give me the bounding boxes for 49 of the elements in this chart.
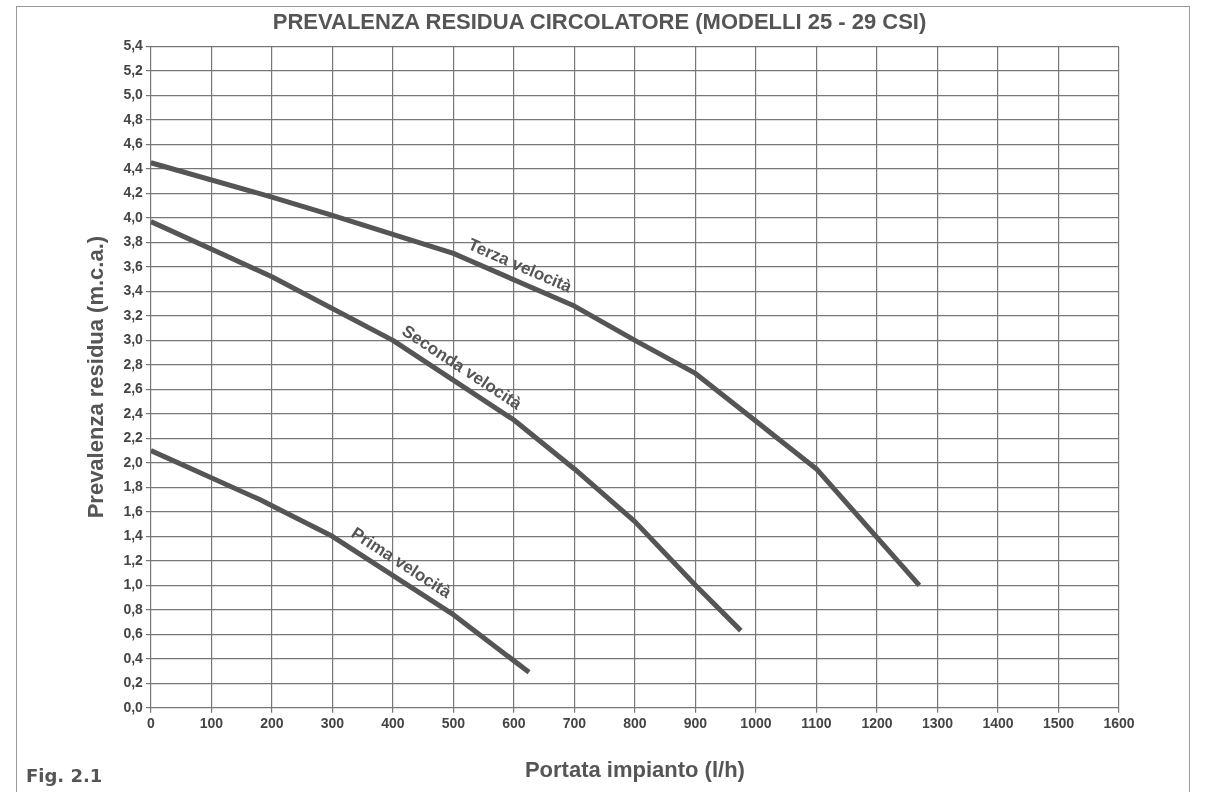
- x-tick-label: 100: [199, 715, 224, 732]
- x-tick-label: 200: [260, 715, 284, 732]
- x-tick-label: 1400: [982, 715, 1014, 732]
- y-tick-label: 2,6: [123, 380, 144, 397]
- x-tick-label: 700: [562, 715, 587, 732]
- y-tick-label: 3,8: [123, 233, 144, 250]
- y-tick-label: 2,4: [123, 404, 144, 421]
- y-tick-label: 4,0: [123, 208, 144, 225]
- y-tick-label: 5,0: [123, 86, 144, 103]
- x-tick-label: 1500: [1042, 715, 1075, 732]
- x-tick-label: 800: [623, 715, 647, 732]
- y-tick-label: 1,2: [123, 551, 144, 568]
- x-tick-label: 1100: [801, 715, 832, 732]
- y-tick-label: 5,4: [123, 37, 144, 54]
- x-tick-label: 0: [146, 715, 155, 732]
- y-tick-label: 4,8: [123, 110, 144, 127]
- y-axis-title: Prevalenza residua (m.c.a.): [83, 235, 109, 519]
- y-tick-label: 2,0: [123, 453, 144, 470]
- y-tick-label: 1,8: [123, 478, 144, 495]
- y-tick-label: 4,4: [123, 159, 144, 176]
- y-tick-label: 0,2: [123, 674, 144, 691]
- y-tick-label: 3,6: [123, 257, 144, 274]
- y-tick-label: 1,4: [123, 527, 144, 544]
- y-tick-label: 3,0: [123, 331, 144, 348]
- y-tick-label: 0,4: [123, 649, 144, 666]
- x-tick-label: 1000: [740, 715, 772, 732]
- y-tick-label: 4,6: [123, 135, 144, 152]
- y-tick-label: 2,8: [123, 355, 144, 372]
- y-tick-label: 0,6: [123, 625, 144, 642]
- x-tick-label: 900: [683, 715, 708, 732]
- y-tick-label: 2,2: [123, 429, 144, 446]
- x-axis-title: Portata impianto (l/h): [524, 756, 745, 782]
- x-tick-label: 1600: [1103, 715, 1135, 732]
- x-tick-label: 600: [502, 715, 526, 732]
- y-tick-label: 4,2: [123, 184, 144, 201]
- y-tick-label: 1,0: [123, 576, 144, 593]
- y-tick-label: 5,2: [123, 61, 144, 78]
- caption: Fig. 2.1: [26, 765, 103, 786]
- y-tick-label: 3,2: [123, 306, 144, 323]
- x-tick-label: 1200: [861, 715, 893, 732]
- y-tick-label: 3,4: [123, 282, 144, 299]
- y-tick-label: 1,6: [123, 502, 144, 519]
- x-tick-label: 1300: [921, 715, 954, 732]
- x-tick-label: 300: [320, 715, 345, 732]
- y-tick-label: 0,8: [123, 600, 144, 617]
- x-tick-label: 500: [441, 715, 466, 732]
- chart-title: PREVALENZA RESIDUA CIRCOLATORE (MODELLI 25 - 29 CSI): [272, 9, 927, 35]
- x-tick-label: 400: [381, 715, 405, 732]
- y-tick-label: 0,0: [123, 698, 144, 715]
